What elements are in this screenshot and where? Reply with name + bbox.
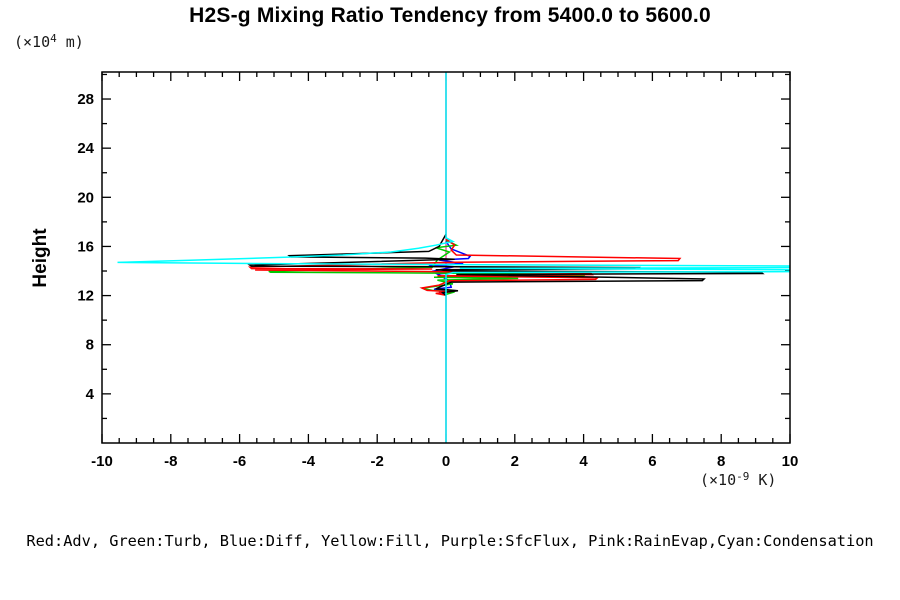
y-unit-base: (×10: [14, 33, 51, 51]
x-tick-label: -10: [91, 453, 113, 470]
y-tick-label: 8: [86, 337, 94, 354]
y-tick-label: 12: [77, 288, 94, 305]
x-unit-base: (×10: [700, 471, 737, 489]
y-tick-label: 24: [77, 140, 94, 157]
y-unit-exponent: 4: [50, 32, 57, 45]
x-tick-label: -4: [302, 453, 316, 470]
x-tick-label: -8: [164, 453, 177, 470]
chart-title: H2S-g Mixing Ratio Tendency from 5400.0 …: [189, 4, 711, 27]
y-tick-label: 28: [77, 91, 94, 108]
x-tick-label: 10: [782, 453, 799, 470]
x-tick-label: 2: [511, 453, 519, 470]
x-tick-label: 6: [648, 453, 656, 470]
y-unit-rest: m): [56, 33, 84, 51]
plot-border: [101, 71, 791, 444]
x-tick-label: 8: [717, 453, 725, 470]
x-unit-rest: K): [749, 471, 777, 489]
x-tick-label: -2: [371, 453, 384, 470]
series-condensation-line: [117, 72, 790, 443]
x-tick-label: 0: [442, 453, 450, 470]
x-unit-exponent: -9: [736, 470, 750, 483]
legend-text: Red:Adv, Green:Turb, Blue:Diff, Yellow:F…: [26, 532, 874, 550]
y-tick-label: 16: [77, 238, 94, 255]
y-tick-label: 20: [77, 189, 94, 206]
y-tick-label: 4: [86, 386, 95, 403]
y-axis-unit: (×104 m): [14, 32, 84, 51]
x-tick-label: 4: [579, 453, 588, 470]
x-tick-label: -6: [233, 453, 246, 470]
x-axis-unit: (×10-9 K): [700, 470, 776, 489]
